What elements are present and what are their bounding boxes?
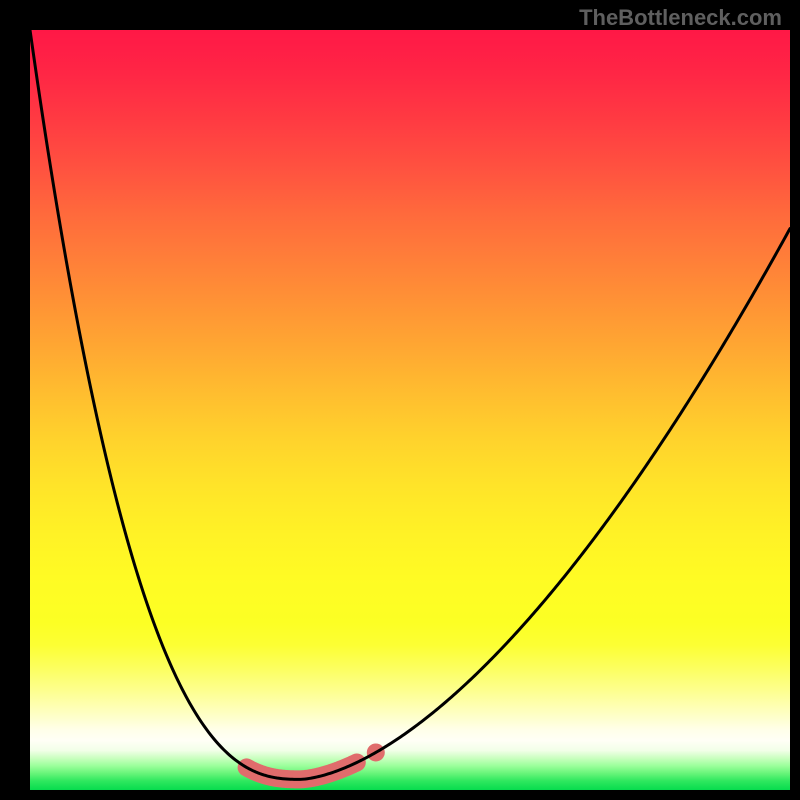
gradient-background	[30, 30, 790, 790]
chart-svg	[0, 0, 800, 800]
chart-stage: TheBottleneck.com	[0, 0, 800, 800]
